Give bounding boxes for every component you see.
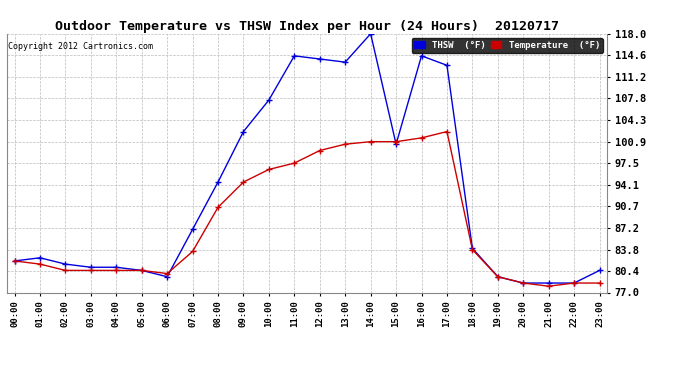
Text: Copyright 2012 Cartronics.com: Copyright 2012 Cartronics.com [8, 42, 152, 51]
Legend: THSW  (°F), Temperature  (°F): THSW (°F), Temperature (°F) [411, 38, 602, 53]
Title: Outdoor Temperature vs THSW Index per Hour (24 Hours)  20120717: Outdoor Temperature vs THSW Index per Ho… [55, 20, 559, 33]
